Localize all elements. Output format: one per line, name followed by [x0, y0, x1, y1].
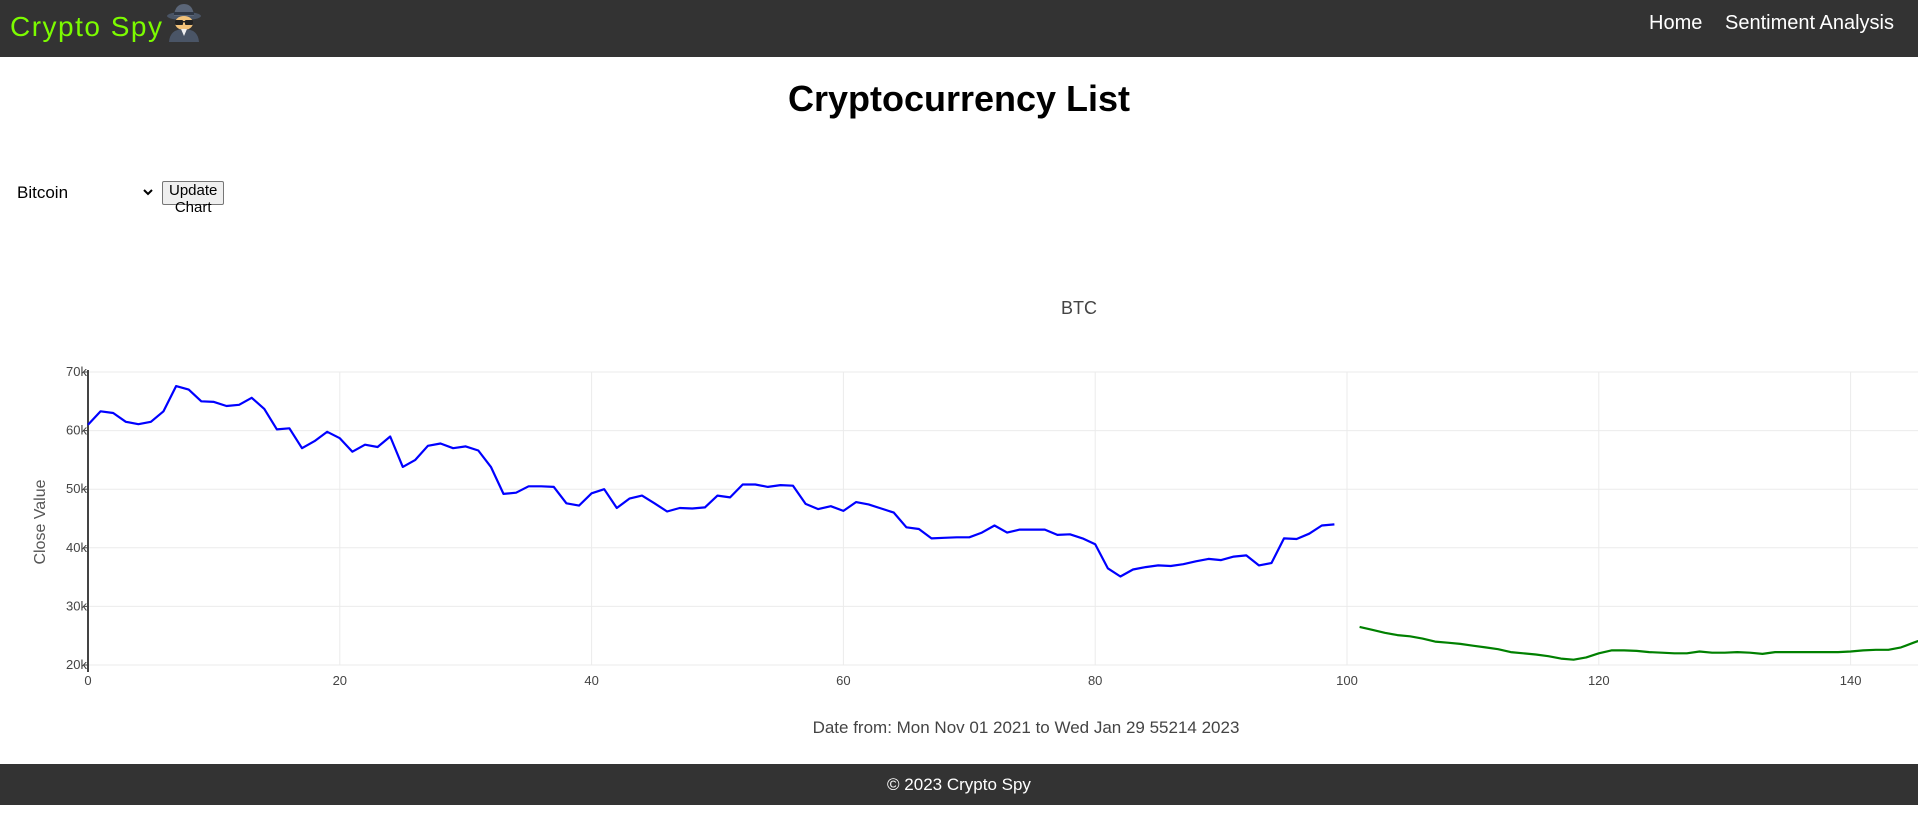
- y-tick-label: 30k: [66, 598, 87, 613]
- page-title: Cryptocurrency List: [787, 78, 1131, 119]
- x-tick-label: 0: [84, 673, 91, 688]
- historical-price-line[interactable]: [87, 385, 1335, 578]
- crypto-select[interactable]: Bitcoin: [10, 180, 156, 204]
- footer-text: © 2023 Crypto Spy: [887, 775, 1031, 794]
- y-axis-label: Close Value: [32, 479, 49, 564]
- price-chart[interactable]: 20k 30k 40k 50k 60k 70k 0 20 40 60 80 100 120 140 BTC C…: [0, 230, 1918, 750]
- x-axis-label: Date from: Mon Nov 01 2021 to Wed Jan 29…: [813, 718, 1240, 737]
- brand-logo-text[interactable]: Crypto Spy: [10, 11, 164, 42]
- y-tick-label: 20k: [66, 657, 87, 672]
- x-tick-label: 120: [1588, 673, 1610, 688]
- update-chart-button[interactable]: Update Chart: [162, 181, 225, 216]
- navbar: Crypto Spy Home Sentiment Analysis: [0, 0, 1918, 57]
- x-tick-label: 60: [836, 673, 850, 688]
- x-tick-label: 80: [1088, 673, 1102, 688]
- y-tick-label: 60k: [66, 423, 87, 438]
- x-tick-label: 100: [1336, 673, 1358, 688]
- spy-icon: [167, 4, 201, 42]
- y-tick-label: 70k: [66, 364, 87, 379]
- x-tick-label: 20: [333, 673, 347, 688]
- x-tick-label: 140: [1840, 673, 1862, 688]
- nav-home-link[interactable]: Home: [1649, 12, 1703, 34]
- forecast-price-line[interactable]: [1359, 625, 1918, 661]
- x-tick-label: 40: [584, 673, 598, 688]
- nav-sentiment-analysis-link[interactable]: Sentiment Analysis: [1725, 12, 1894, 34]
- y-tick-label: 40k: [66, 540, 87, 555]
- y-tick-label: 50k: [66, 481, 87, 496]
- chart-title: BTC: [1061, 298, 1097, 318]
- footer: © 2023 Crypto Spy: [0, 764, 1918, 805]
